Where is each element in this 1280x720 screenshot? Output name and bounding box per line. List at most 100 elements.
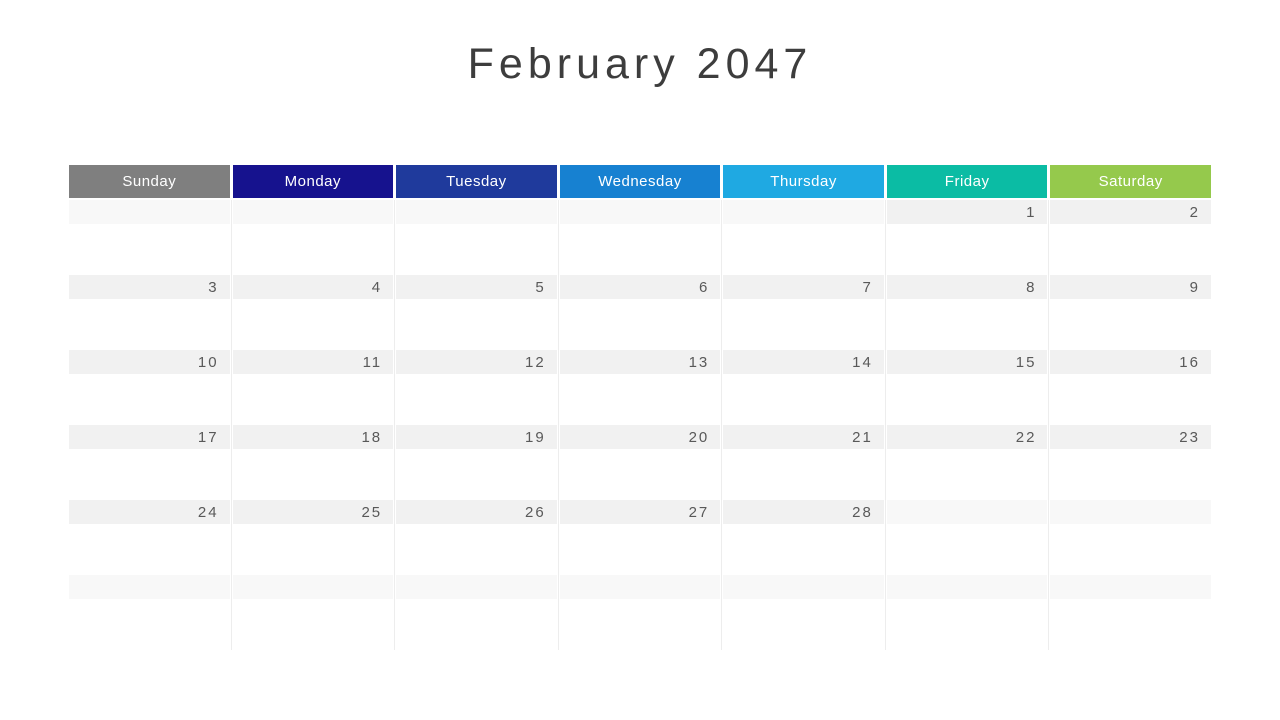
week-row: 24 25 26 27 28 xyxy=(69,500,1211,575)
day-number: 18 xyxy=(361,428,383,446)
day-body xyxy=(69,374,230,425)
day-cell-10: 10 xyxy=(69,350,230,425)
day-number: 9 xyxy=(1189,278,1200,296)
day-cell-empty xyxy=(721,575,884,650)
day-number: 22 xyxy=(1015,428,1037,446)
day-number: 8 xyxy=(1026,278,1037,296)
day-number: 13 xyxy=(688,353,710,371)
day-body xyxy=(232,599,394,650)
day-band: 13 xyxy=(559,350,721,374)
day-body xyxy=(559,599,721,650)
day-cell-empty xyxy=(1048,500,1211,575)
day-cell-25: 25 xyxy=(230,500,394,575)
weekday-header-friday: Friday xyxy=(886,165,1048,198)
day-body xyxy=(723,524,884,575)
day-body xyxy=(723,299,884,350)
day-band xyxy=(723,575,884,599)
week-row: 10 11 12 13 14 15 16 xyxy=(69,350,1211,425)
weekday-header-saturday: Saturday xyxy=(1050,165,1211,198)
day-band: 2 xyxy=(1050,200,1211,224)
day-body xyxy=(886,524,1048,575)
week-row: 17 18 19 20 21 22 23 xyxy=(69,425,1211,500)
day-body xyxy=(232,524,394,575)
day-number: 28 xyxy=(852,503,873,521)
day-body xyxy=(232,299,394,350)
day-number: 12 xyxy=(525,353,546,371)
day-body xyxy=(396,599,557,650)
day-cell-1: 1 xyxy=(884,200,1048,275)
day-body xyxy=(1050,449,1211,500)
weekday-label: Saturday xyxy=(1098,173,1163,190)
day-band xyxy=(396,200,557,224)
day-cell-16: 16 xyxy=(1048,350,1211,425)
day-cell-7: 7 xyxy=(721,275,884,350)
day-cell-13: 13 xyxy=(557,350,721,425)
day-body xyxy=(886,599,1048,650)
day-body xyxy=(69,599,230,650)
day-body xyxy=(232,449,394,500)
day-cell-17: 17 xyxy=(69,425,230,500)
day-number: 21 xyxy=(852,428,873,446)
day-cell-19: 19 xyxy=(394,425,557,500)
day-number: 15 xyxy=(1015,353,1037,371)
weekday-header-sunday: Sunday xyxy=(69,165,230,198)
day-cell-4: 4 xyxy=(230,275,394,350)
day-band xyxy=(1050,500,1211,524)
day-cell-24: 24 xyxy=(69,500,230,575)
day-cell-27: 27 xyxy=(557,500,721,575)
day-cell-14: 14 xyxy=(721,350,884,425)
day-band xyxy=(559,575,721,599)
day-band xyxy=(232,200,394,224)
day-band: 3 xyxy=(69,275,230,299)
day-body xyxy=(232,224,394,275)
weekday-label: Wednesday xyxy=(598,173,682,190)
day-cell-empty xyxy=(69,200,230,275)
day-number: 25 xyxy=(361,503,383,521)
day-band: 1 xyxy=(886,200,1048,224)
weekday-label: Sunday xyxy=(122,173,177,190)
weekday-label: Tuesday xyxy=(446,173,507,190)
day-cell-empty xyxy=(394,200,557,275)
weekday-header-row: Sunday Monday Tuesday Wednesday Thursday Frid… xyxy=(69,165,1211,198)
day-number: 2 xyxy=(1189,203,1200,221)
day-body xyxy=(559,449,721,500)
day-body xyxy=(69,224,230,275)
day-band xyxy=(232,575,394,599)
day-band: 22 xyxy=(886,425,1048,449)
day-band: 27 xyxy=(559,500,721,524)
weekday-header-thursday: Thursday xyxy=(723,165,884,198)
day-number: 24 xyxy=(197,503,219,521)
day-body xyxy=(69,524,230,575)
day-band: 20 xyxy=(559,425,721,449)
day-number: 26 xyxy=(525,503,546,521)
day-band xyxy=(723,200,884,224)
day-body xyxy=(886,449,1048,500)
day-cell-20: 20 xyxy=(557,425,721,500)
day-band: 25 xyxy=(232,500,394,524)
day-number: 5 xyxy=(535,278,546,296)
day-body xyxy=(886,299,1048,350)
day-band: 17 xyxy=(69,425,230,449)
day-band: 16 xyxy=(1050,350,1211,374)
day-body xyxy=(1050,299,1211,350)
day-body xyxy=(69,299,230,350)
day-cell-22: 22 xyxy=(884,425,1048,500)
day-cell-empty xyxy=(557,575,721,650)
day-band: 21 xyxy=(723,425,884,449)
calendar: Sunday Monday Tuesday Wednesday Thursday Frid… xyxy=(69,165,1211,650)
day-band: 26 xyxy=(396,500,557,524)
day-band: 15 xyxy=(886,350,1048,374)
day-body xyxy=(1050,224,1211,275)
day-band xyxy=(886,575,1048,599)
day-cell-18: 18 xyxy=(230,425,394,500)
weekday-label: Thursday xyxy=(770,173,837,190)
weekday-header-tuesday: Tuesday xyxy=(396,165,557,198)
weekday-header-wednesday: Wednesday xyxy=(559,165,721,198)
day-number: 3 xyxy=(208,278,219,296)
day-body xyxy=(396,224,557,275)
day-band xyxy=(69,575,230,599)
day-body xyxy=(559,524,721,575)
day-cell-9: 9 xyxy=(1048,275,1211,350)
